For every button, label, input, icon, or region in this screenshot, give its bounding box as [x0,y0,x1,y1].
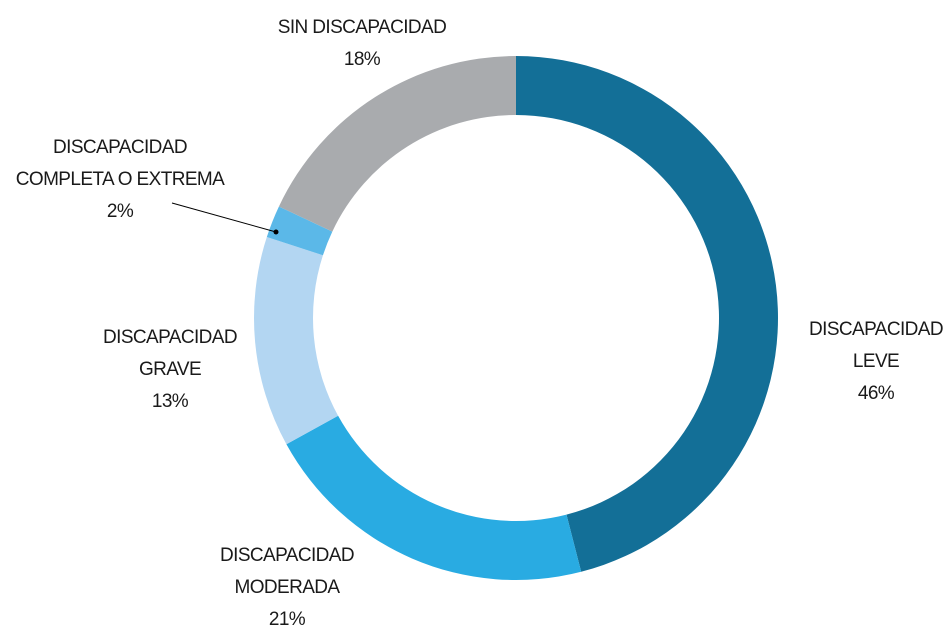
slice-label: DISCAPACIDAD LEVE 46% [796,314,952,410]
slice-label: DISCAPACIDAD GRAVE 13% [90,322,250,418]
value-label: 46% [857,383,895,404]
leader-dot [273,229,279,235]
slice [278,56,516,232]
slice-label: DISCAPACIDAD COMPLETA O EXTREMA 2% [13,132,228,228]
value-label: 21% [268,609,306,630]
slice-label: SIN DISCAPACIDAD 18% [232,12,492,76]
value-label: 2% [106,201,134,222]
category-label: SIN DISCAPACIDAD [277,17,447,38]
category-label: DISCAPACIDAD COMPLETA O EXTREMA [15,137,225,190]
value-label: 18% [343,49,381,70]
slice [253,237,339,445]
slice [516,56,779,572]
slice [286,415,582,580]
leader-line [171,202,277,233]
slice [266,206,333,256]
category-label: DISCAPACIDAD MODERADA [220,545,355,598]
category-label: DISCAPACIDAD GRAVE [103,327,238,380]
slice-label: DISCAPACIDAD MODERADA 21% [195,540,380,631]
category-label: DISCAPACIDAD LEVE [809,319,944,372]
value-label: 13% [151,391,189,412]
